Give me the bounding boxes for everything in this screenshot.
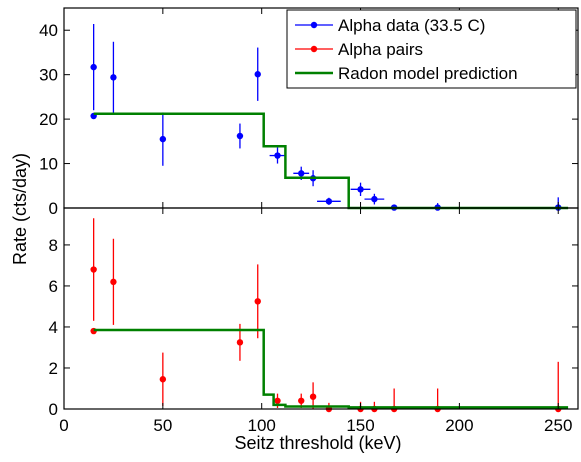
legend: Alpha data (33.5 C) Alpha pairs Radon mode… <box>286 9 577 89</box>
data-point-bottom-7 <box>298 397 305 404</box>
panel-bottom <box>90 218 569 413</box>
data-point-top-2 <box>110 74 117 81</box>
y-tick-label-bottom-1: 2 <box>49 359 58 378</box>
y-tick-label-bottom-4: 8 <box>49 236 58 255</box>
legend-box <box>286 9 577 89</box>
y-tick-label-top-2: 20 <box>39 110 58 129</box>
y-tick-label-bottom-3: 6 <box>49 277 58 296</box>
y-tick-label-top-3: 30 <box>39 66 58 85</box>
panel-top <box>90 24 569 211</box>
data-point-bottom-8 <box>309 393 317 400</box>
data-point-top-9 <box>325 198 333 205</box>
plot-layer <box>90 24 569 413</box>
legend-marker-1 <box>310 45 318 53</box>
data-point-top-3 <box>159 135 167 143</box>
y-tick-label-bottom-0: 0 <box>49 400 58 419</box>
data-point-bottom-5 <box>254 298 261 305</box>
legend-label-1: Alpha pairs <box>338 40 423 59</box>
y-axis-title: Rate (cts/day) <box>10 153 30 265</box>
data-point-bottom-6 <box>274 397 281 404</box>
data-point-top-6 <box>274 152 281 159</box>
x-tick-label-5: 250 <box>544 416 572 435</box>
x-tick-label-2: 100 <box>248 416 276 435</box>
legend-label-0: Alpha data (33.5 C) <box>338 16 485 35</box>
frame-layer <box>63 7 579 410</box>
y-tick-label-top-0: 0 <box>49 199 58 218</box>
data-point-top-7 <box>298 170 305 177</box>
legend-label-2: Radon model prediction <box>338 64 518 83</box>
model-step-line-top <box>93 112 569 210</box>
x-tick-label-3: 150 <box>346 416 374 435</box>
data-point-bottom-4 <box>236 339 244 346</box>
data-point-top-11 <box>371 195 378 203</box>
x-axis-title: Seitz threshold (keV) <box>234 433 401 453</box>
data-point-bottom-0 <box>90 266 97 273</box>
y-tick-label-top-1: 10 <box>39 155 58 174</box>
data-point-bottom-2 <box>110 278 117 286</box>
data-point-bottom-3 <box>159 376 167 383</box>
legend-marker-0 <box>310 21 318 29</box>
model-step-line-bottom <box>93 328 569 409</box>
x-tick-label-1: 50 <box>153 416 172 435</box>
data-point-top-5 <box>254 71 261 78</box>
y-tick-label-top-4: 40 <box>39 21 58 40</box>
data-point-top-10 <box>357 186 364 193</box>
axis-layer: 0 10 20 30 40 0 2 4 6 8 0 50 100 150 200 250 <box>39 8 578 435</box>
panel-frame-bottom <box>63 207 579 410</box>
x-tick-label-0: 0 <box>59 416 68 435</box>
data-point-top-4 <box>236 132 244 140</box>
data-point-top-0 <box>90 63 97 71</box>
x-tick-label-4: 200 <box>445 416 473 435</box>
y-tick-label-bottom-2: 4 <box>49 318 58 337</box>
